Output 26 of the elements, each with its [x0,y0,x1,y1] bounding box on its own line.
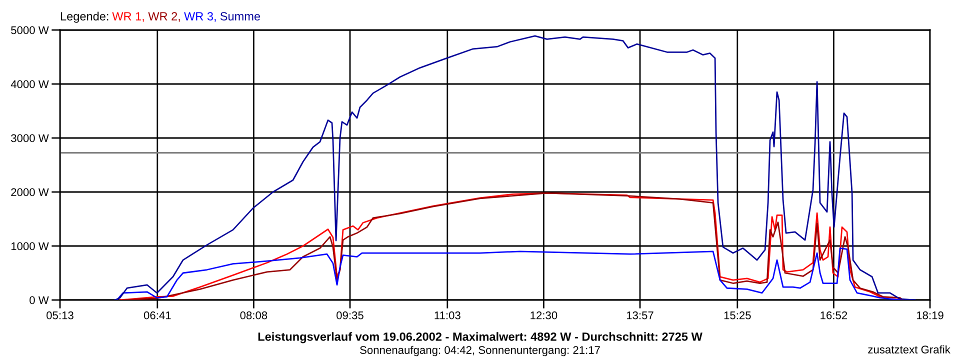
text: Sonnenaufgang: 04:42, Sonnenuntergang: 21:17 [360,346,600,356]
x-tick-label: 11:03 [434,311,460,320]
text: WR 2, [148,12,180,22]
text: zusatztext Grafik [868,345,950,354]
x-tick-label: 08:08 [240,311,268,320]
text: WR 1, [112,12,144,22]
y-tick-label: 1000 W [11,242,49,250]
y-tick-label: 4000 W [10,80,49,88]
x-tick-label: 15:25 [724,311,751,320]
text: Summe [220,12,260,20]
y-tick-label: 5000 W [11,26,49,34]
x-tick-label: 12:30 [530,311,558,320]
x-tick-label: 16:52 [820,311,848,320]
x-tick-label: 06:41 [144,311,171,320]
y-tick-label: 0 W [30,296,49,304]
x-tick-label: 05:13 [46,311,74,320]
line-series [116,247,901,300]
text: WR 3, [184,12,216,22]
y-tick-label: 3000 W [11,134,49,142]
legend-title: Legende: [60,12,108,23]
x-tick-label: 09:35 [336,311,364,320]
x-tick-label: 18:19 [916,311,944,320]
x-tick-label: 13:57 [626,311,654,320]
text: Leistungsverlauf vom 19.06.2002 - Maximalwert: 4892 W - Durchschnitt: 2725 W [258,332,702,344]
y-tick-label: 2000 W [11,188,49,196]
line-series [114,35,916,300]
